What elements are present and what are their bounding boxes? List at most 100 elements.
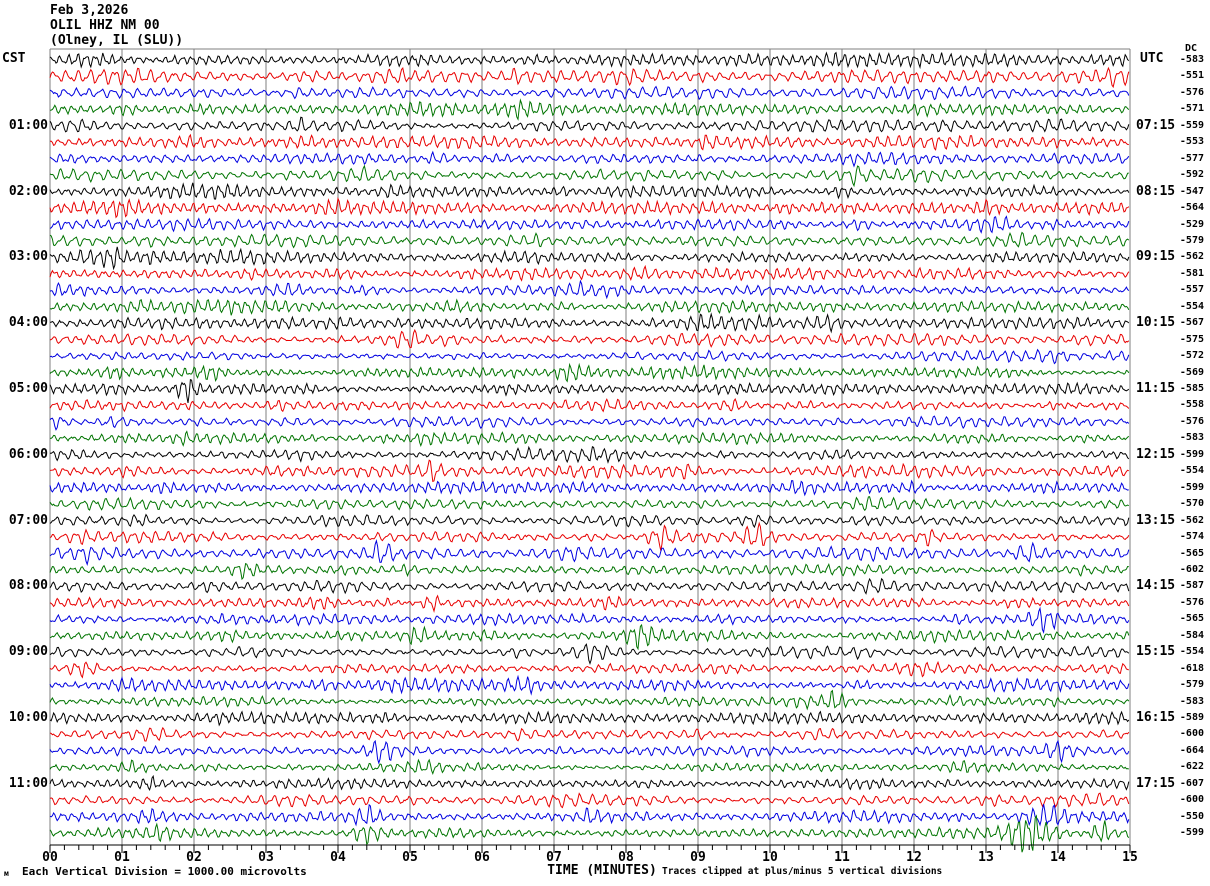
- utc-time-label: 16:15: [1136, 710, 1176, 725]
- x-tick-label: 04: [330, 850, 346, 865]
- seismic-trace-row-44: [49, 774, 1130, 791]
- seismic-trace-row-21: [49, 398, 1130, 413]
- right-axis-label: UTC: [1140, 51, 1164, 66]
- dc-value: -607: [1179, 777, 1204, 789]
- dc-value: -587: [1179, 580, 1204, 592]
- dc-value: -576: [1179, 86, 1204, 98]
- dc-value: -584: [1179, 629, 1204, 641]
- dc-value: -559: [1179, 119, 1204, 131]
- dc-value: -562: [1179, 251, 1204, 263]
- x-tick-label: 15: [1122, 850, 1138, 865]
- utc-time-label: 11:15: [1136, 381, 1176, 396]
- dc-value: -622: [1179, 761, 1204, 773]
- seismic-trace-row-40: [49, 710, 1130, 727]
- dc-value: -554: [1179, 300, 1204, 312]
- dc-value: -551: [1179, 70, 1204, 82]
- dc-value: -562: [1179, 514, 1204, 526]
- seismic-trace-row-0: [49, 51, 1130, 70]
- dc-value: -600: [1179, 728, 1204, 740]
- dc-value: -600: [1179, 794, 1204, 806]
- dc-value: -583: [1179, 54, 1204, 65]
- seismic-trace-row-26: [49, 479, 1129, 497]
- seismic-trace-row-6: [49, 150, 1130, 168]
- cst-time-label: 03:00: [8, 249, 48, 265]
- utc-time-label: 13:15: [1136, 512, 1176, 528]
- utc-time-label: 14:15: [1136, 578, 1176, 594]
- dc-value: -583: [1179, 695, 1204, 707]
- seismic-trace-row-25: [49, 459, 1130, 483]
- cst-time-label: 11:00: [8, 775, 48, 791]
- dc-value: -618: [1179, 662, 1204, 674]
- cst-time-label: 02:00: [8, 183, 48, 199]
- seismic-trace-row-34: [49, 606, 1130, 634]
- utc-time-label: 10:15: [1136, 315, 1176, 331]
- seismic-trace-row-12: [49, 246, 1130, 271]
- seismic-trace-row-24: [49, 445, 1130, 464]
- seismic-trace-row-30: [49, 538, 1130, 566]
- seismic-trace-row-16: [50, 312, 1130, 334]
- x-tick-label: 03: [258, 850, 274, 865]
- header-date: Feb 3,2026: [50, 3, 129, 18]
- seismic-trace-row-41: [49, 726, 1130, 742]
- seismic-trace-row-32: [49, 577, 1130, 595]
- cst-time-label: 10:00: [8, 710, 48, 725]
- cst-time-label: 04:00: [8, 315, 48, 331]
- dc-value: -564: [1179, 202, 1204, 214]
- dc-value: -599: [1179, 481, 1204, 493]
- dc-value: -577: [1179, 152, 1204, 164]
- seismic-trace-row-18: [49, 348, 1130, 365]
- dc-value: -554: [1179, 646, 1204, 658]
- cst-time-label: 09:00: [8, 644, 48, 660]
- dc-value: -553: [1179, 136, 1204, 148]
- seismic-trace-row-14: [49, 279, 1130, 300]
- dc-value: -574: [1179, 531, 1204, 543]
- seismic-trace-row-29: [49, 521, 1130, 551]
- x-tick-label: 13: [978, 850, 994, 865]
- utc-time-label: 08:15: [1136, 183, 1176, 199]
- dc-value: -585: [1179, 383, 1204, 394]
- scale-note: Each Vertical Division = 1000.00 microvo…: [22, 865, 307, 878]
- cst-time-label: 05:00: [8, 381, 48, 396]
- dc-value: -565: [1179, 613, 1204, 625]
- seismic-trace-row-37: [49, 660, 1129, 679]
- x-tick-label: 08: [618, 850, 634, 865]
- dc-value: -576: [1179, 415, 1204, 427]
- seismic-trace-row-22: [49, 415, 1130, 431]
- dc-value: -579: [1179, 234, 1204, 246]
- cst-time-label: 07:00: [8, 512, 48, 528]
- dc-value: -571: [1179, 103, 1204, 115]
- cst-time-label: 06:00: [8, 446, 48, 462]
- dc-value: -576: [1179, 596, 1204, 608]
- dc-value: -550: [1179, 810, 1204, 822]
- dc-value: -581: [1179, 267, 1204, 279]
- seismic-trace-row-20: [49, 379, 1130, 403]
- utc-time-label: 15:15: [1136, 644, 1176, 660]
- seismic-trace-row-39: [49, 689, 1130, 711]
- seismic-trace-row-4: [49, 116, 1130, 133]
- x-tick-label: 01: [114, 850, 130, 865]
- x-tick-label: 02: [186, 850, 202, 865]
- dc-value: -565: [1179, 547, 1204, 559]
- dc-value: -575: [1179, 333, 1204, 345]
- seismic-trace-row-7: [49, 164, 1129, 188]
- utc-time-label: 09:15: [1136, 249, 1176, 265]
- seismic-trace-row-5: [49, 133, 1129, 151]
- seismic-trace-row-1: [49, 66, 1130, 89]
- x-axis-title: TIME (MINUTES): [547, 863, 657, 878]
- utc-time-label: 12:15: [1136, 446, 1176, 462]
- x-tick-label: 06: [474, 850, 490, 865]
- clip-note: Traces clipped at plus/minus 5 vertical …: [662, 866, 943, 877]
- dc-value: -567: [1179, 317, 1204, 329]
- header-station: OLIL HHZ NM 00: [50, 18, 160, 33]
- dc-value: -664: [1179, 744, 1204, 756]
- left-axis-label: CST: [2, 51, 26, 66]
- seismic-trace-row-42: [49, 739, 1130, 765]
- dc-value: -589: [1179, 712, 1204, 723]
- seismic-trace-row-8: [49, 182, 1130, 200]
- dc-value: -529: [1179, 218, 1204, 230]
- dc-value: -599: [1179, 448, 1204, 460]
- seismic-trace-row-46: [49, 803, 1130, 827]
- corner-glyph: м: [4, 869, 9, 878]
